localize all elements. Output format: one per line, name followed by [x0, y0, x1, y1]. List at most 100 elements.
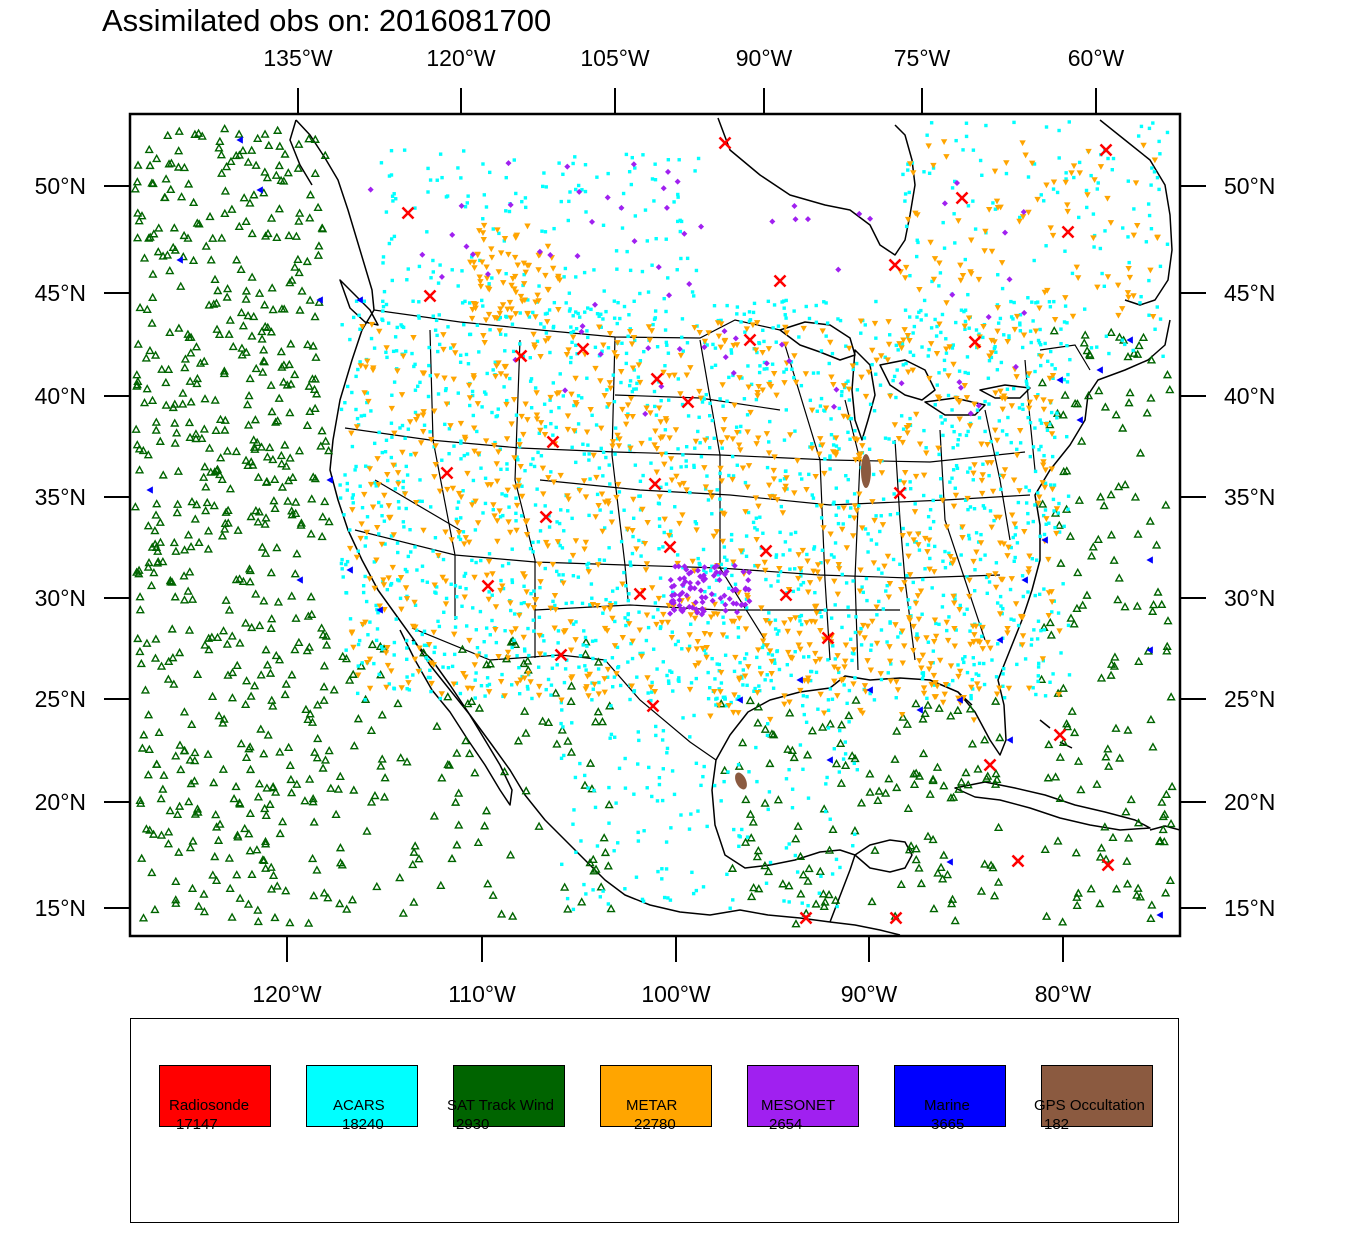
- metar-marker: [920, 472, 928, 479]
- acars-marker: [688, 490, 692, 495]
- metar-marker: [638, 440, 645, 447]
- acars-marker: [1002, 696, 1007, 700]
- acars-marker: [866, 550, 870, 554]
- sat-track-wind-marker: [201, 482, 211, 491]
- metar-marker: [988, 524, 995, 531]
- acars-marker: [588, 603, 592, 607]
- acars-marker: [799, 622, 804, 627]
- acars-marker: [576, 422, 581, 426]
- metar-marker: [1048, 466, 1056, 473]
- acars-marker: [653, 309, 658, 313]
- metar-marker: [676, 520, 683, 527]
- legend-item-radiosonde: [159, 1065, 271, 1127]
- sat-track-wind-marker: [137, 853, 147, 862]
- acars-marker: [828, 817, 832, 821]
- acars-marker: [743, 480, 748, 485]
- acars-marker: [967, 326, 971, 330]
- metar-marker: [857, 318, 865, 325]
- acars-marker: [818, 610, 822, 614]
- metar-marker: [697, 395, 705, 402]
- mesonet-marker: [675, 563, 682, 570]
- acars-marker: [885, 640, 889, 644]
- sat-track-wind-marker: [165, 805, 175, 815]
- acars-marker: [401, 479, 406, 484]
- acars-marker: [942, 246, 947, 250]
- radiosonde-marker: [1053, 728, 1067, 742]
- acars-marker: [479, 683, 484, 688]
- metar-marker: [884, 553, 892, 560]
- acars-marker: [580, 601, 585, 606]
- metar-marker: [1107, 220, 1115, 226]
- metar-marker: [831, 664, 838, 671]
- acars-marker: [636, 375, 641, 379]
- sat-track-wind-marker: [1158, 824, 1168, 834]
- acars-marker: [526, 626, 530, 631]
- acars-marker: [633, 214, 638, 218]
- acars-marker: [529, 377, 534, 381]
- metar-marker: [792, 379, 800, 386]
- acars-marker: [557, 161, 561, 165]
- acars-marker: [762, 339, 766, 344]
- acars-marker: [394, 617, 398, 621]
- acars-marker: [744, 652, 749, 656]
- sat-track-wind-marker: [1076, 784, 1086, 794]
- acars-marker: [564, 301, 568, 305]
- acars-marker: [726, 770, 730, 774]
- metar-marker: [665, 602, 673, 609]
- sat-track-wind-marker: [451, 797, 461, 806]
- acars-marker: [720, 600, 724, 604]
- acars-marker: [762, 360, 767, 365]
- metar-marker: [895, 435, 903, 442]
- metar-marker: [544, 243, 552, 250]
- metar-marker: [431, 582, 438, 589]
- metar-marker: [544, 286, 551, 293]
- acars-marker: [512, 612, 517, 616]
- sat-track-wind-marker: [1082, 345, 1092, 355]
- sat-track-wind-marker: [193, 128, 204, 137]
- metar-marker: [982, 228, 989, 235]
- radiosonde-marker: [423, 289, 437, 303]
- acars-marker: [823, 409, 827, 413]
- acars-marker: [1059, 341, 1063, 346]
- metar-marker: [613, 494, 620, 501]
- acars-marker: [630, 155, 634, 160]
- acars-marker: [501, 513, 505, 518]
- mesonet-marker: [702, 594, 709, 601]
- acars-marker: [568, 307, 572, 311]
- acars-marker: [626, 598, 631, 603]
- acars-marker: [460, 604, 464, 608]
- acars-marker: [428, 430, 432, 434]
- acars-marker: [597, 558, 602, 562]
- sat-track-wind-marker: [1038, 499, 1048, 508]
- acars-marker: [875, 613, 879, 617]
- acars-marker: [941, 220, 945, 225]
- mesonet-marker: [645, 345, 652, 352]
- sat-track-wind-marker: [745, 695, 755, 705]
- sat-track-wind-marker: [260, 321, 270, 331]
- acars-marker: [710, 365, 714, 370]
- sat-track-wind-marker: [796, 889, 806, 898]
- acars-marker: [681, 453, 685, 457]
- acars-marker: [755, 350, 759, 355]
- acars-marker: [702, 648, 707, 653]
- acars-marker: [891, 557, 896, 562]
- acars-marker: [766, 807, 770, 812]
- sat-track-wind-marker: [306, 592, 316, 601]
- acars-marker: [837, 670, 841, 675]
- metar-marker: [773, 392, 780, 399]
- sat-track-wind-marker: [220, 186, 231, 195]
- metar-marker: [966, 423, 974, 430]
- sat-track-wind-marker: [135, 605, 145, 614]
- acars-marker: [1051, 672, 1055, 676]
- top-tick-label: 120°W: [426, 45, 496, 71]
- sat-track-wind-marker: [342, 904, 352, 913]
- mesonet-marker: [678, 607, 685, 614]
- legend-count: 17147: [176, 1116, 218, 1133]
- sat-track-wind-marker: [262, 452, 273, 461]
- acars-marker: [438, 696, 442, 701]
- acars-marker: [604, 455, 608, 460]
- metar-marker: [986, 206, 993, 213]
- acars-marker: [377, 430, 381, 435]
- acars-marker: [363, 698, 367, 702]
- sat-track-wind-marker: [939, 781, 949, 790]
